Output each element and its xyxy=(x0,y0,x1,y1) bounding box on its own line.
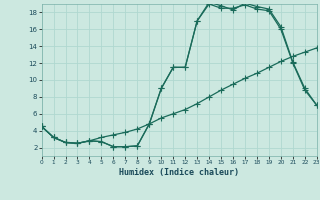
X-axis label: Humidex (Indice chaleur): Humidex (Indice chaleur) xyxy=(119,168,239,177)
